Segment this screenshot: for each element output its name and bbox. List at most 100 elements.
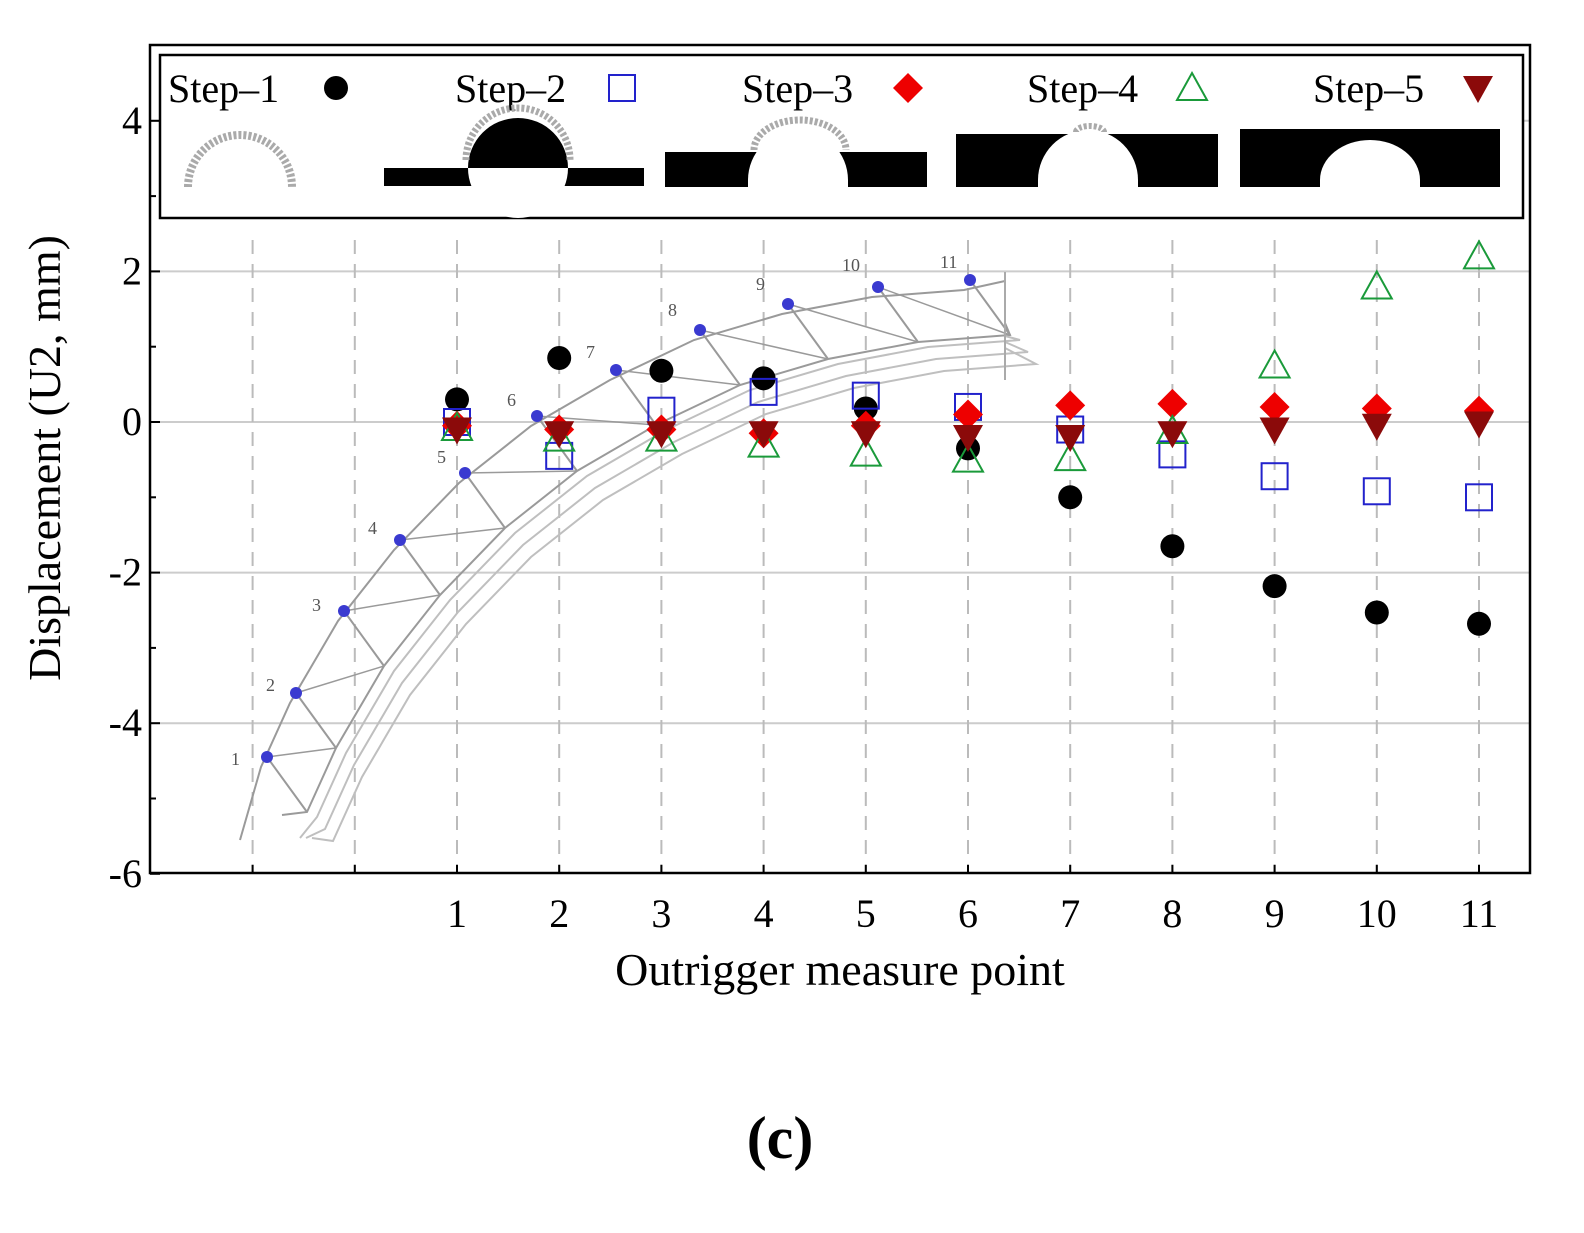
inset-diagonal — [699, 329, 829, 360]
legend-sketch-step-5-void — [1320, 140, 1420, 187]
y-tick-label: -4 — [109, 700, 142, 745]
data-point-step-4 — [1462, 239, 1496, 270]
inset-measure-point — [964, 274, 976, 286]
legend-label-step-5: Step–5 — [1313, 66, 1424, 111]
x-tick-label: 9 — [1265, 891, 1285, 936]
inset-strut — [464, 472, 506, 529]
inset-strut — [969, 279, 1011, 336]
inset-measure-point — [394, 534, 406, 546]
legend-sketch-step-2 — [384, 118, 644, 186]
data-point-step-5 — [646, 421, 677, 449]
legend-sketch-step-2-void — [468, 168, 568, 218]
inset-point-label: 7 — [586, 342, 595, 362]
inset-measure-point — [531, 410, 543, 422]
x-axis-title: Outrigger measure point — [615, 944, 1065, 995]
inset-measure-point — [610, 364, 622, 376]
data-point-step-2 — [851, 381, 880, 410]
legend-sketch-step-3-void — [748, 130, 848, 187]
legend-marker-step-2 — [608, 74, 636, 102]
inset-point-label: 4 — [368, 518, 377, 538]
data-point-step-1 — [1160, 534, 1185, 559]
inset-inner-chord — [281, 322, 1012, 816]
axes: -6 -4 -2 0 2 4 1 2 3 4 5 6 7 8 9 10 11 — [109, 43, 1532, 936]
data-point-step-5 — [1361, 413, 1392, 441]
x-tick-label: 5 — [856, 891, 876, 936]
inset-point-label: 6 — [507, 390, 516, 410]
inset-measure-point — [694, 324, 706, 336]
data-point-step-1 — [1467, 611, 1491, 636]
inset-strut — [399, 539, 441, 596]
y-tick-label: 2 — [122, 248, 142, 293]
data-point-step-4 — [1257, 348, 1292, 379]
inset-diagonal — [343, 594, 441, 612]
inset-point-label: 9 — [756, 274, 765, 294]
legend-label-step-4: Step–4 — [1027, 66, 1138, 111]
data-point-step-3 — [1259, 391, 1290, 422]
data-point-step-2 — [749, 377, 778, 406]
legend-sketch-step-2-arch — [462, 104, 574, 161]
inset-diagonal — [877, 286, 1011, 336]
inset-diagonal — [615, 369, 741, 386]
data-point-step-1 — [1364, 600, 1389, 625]
legend-sketch-step-4-arch — [1073, 123, 1107, 133]
inset-strut — [266, 756, 308, 813]
legend-marker-step-5 — [1463, 76, 1493, 103]
data-point-step-4 — [644, 421, 679, 452]
data-point-step-5 — [1464, 411, 1494, 439]
inset-diagonal — [787, 303, 919, 343]
outrigger-inset-diagram: 1 2 3 4 5 6 7 8 9 10 11 — [231, 252, 1040, 843]
data-point-step-5 — [1259, 417, 1290, 445]
inset-strut — [877, 286, 919, 343]
plot-frame — [148, 43, 1532, 875]
data-point-step-1 — [1262, 574, 1287, 599]
data-point-step-1 — [1058, 485, 1083, 510]
data-point-step-4 — [1053, 441, 1087, 472]
x-tick-label: 10 — [1357, 891, 1397, 936]
data-point-step-4 — [542, 421, 576, 452]
inset-measure-point — [338, 605, 350, 617]
inset-strut — [699, 329, 741, 386]
x-tick-label: 11 — [1460, 891, 1499, 936]
x-tick-label: 8 — [1162, 891, 1182, 936]
data-point-step-2 — [1260, 462, 1289, 491]
legend-label-step-2: Step–2 — [455, 66, 566, 111]
y-tick-label: 4 — [122, 98, 142, 143]
x-tick-label: 1 — [447, 891, 467, 936]
data-points — [440, 239, 1496, 636]
data-point-step-5 — [442, 417, 472, 445]
inset-measure-point — [459, 467, 471, 479]
inset-point-label: 11 — [940, 252, 957, 272]
inset-strut — [295, 692, 337, 749]
y-tick-label: -6 — [109, 851, 142, 896]
inset-lining — [299, 335, 1021, 839]
data-point-step-3 — [953, 399, 983, 430]
data-point-step-4 — [746, 427, 781, 458]
inset-strut — [787, 303, 829, 360]
legend-sketch-step-3-arch — [750, 116, 850, 151]
inset-point-label: 5 — [437, 447, 446, 467]
inset-point-label: 3 — [312, 595, 321, 615]
x-tick-label: 2 — [549, 891, 569, 936]
data-point-step-2 — [1465, 483, 1493, 512]
data-point-step-2 — [1362, 477, 1391, 506]
x-tick-label: 4 — [754, 891, 774, 936]
legend-label-step-3: Step–3 — [742, 66, 853, 111]
y-tick-label: -2 — [109, 550, 142, 595]
data-point-step-1 — [445, 387, 469, 412]
data-point-step-5 — [1055, 425, 1086, 453]
data-point-step-5 — [850, 421, 881, 449]
legend-sketch-step-4-void — [1038, 130, 1138, 187]
legend: Step–1 Step–2 Step–3 Step–4 Step–5 — [158, 53, 1525, 220]
inset-outer-chord — [239, 280, 1006, 841]
inset-point-label: 1 — [231, 749, 240, 769]
data-point-step-1 — [547, 345, 572, 370]
inset-diagonal — [464, 470, 578, 474]
data-point-step-4 — [1360, 269, 1394, 300]
inset-strut — [343, 610, 385, 667]
data-point-step-1 — [649, 358, 674, 383]
inset-point-label: 8 — [668, 300, 677, 320]
inset-diagonal — [266, 747, 337, 758]
data-point-step-5 — [748, 421, 779, 449]
legend-sketch-step-1 — [184, 131, 296, 188]
